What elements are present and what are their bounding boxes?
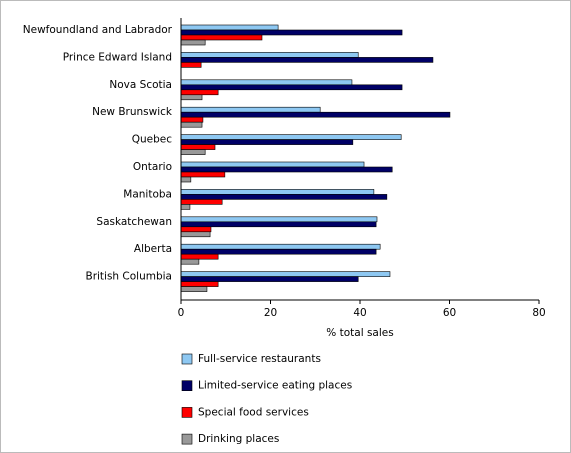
bar [180,94,203,101]
bar [180,189,375,195]
bar [180,39,206,46]
bar [180,57,434,63]
bar [180,139,354,145]
bar [180,221,377,228]
bar [180,171,226,178]
bar [180,116,204,123]
y-tick-label: Manitoba [123,188,172,200]
y-tick-label: Alberta [134,243,172,255]
bar [180,231,211,238]
bar [180,286,208,292]
legend-label: Special food services [198,406,309,418]
bar [180,166,393,173]
legend-swatch [181,380,193,392]
legend-swatch [181,407,193,418]
legend-swatch [181,353,193,365]
bar [180,144,216,150]
legend-swatch [181,433,193,445]
bar [180,34,263,41]
y-tick-label: Newfoundland and Labrador [23,24,173,36]
y-tick-label: Saskatchewan [96,216,172,228]
bar [180,271,391,277]
x-tick-label: 40 [353,307,366,319]
bar [180,194,388,200]
bar [180,62,202,68]
bar [180,106,321,113]
y-tick-label: Quebec [132,134,173,146]
y-tick-label: Prince Edward Island [63,51,172,63]
bar [180,29,403,36]
bar [180,176,192,183]
bar [180,121,203,128]
bar [180,276,359,282]
bar [180,79,353,86]
y-tick-label: Nova Scotia [109,79,172,91]
bar [180,281,219,287]
bar [180,161,365,168]
bar [180,204,191,210]
x-axis-title: % total sales [326,327,393,339]
y-tick-label: New Brunswick [92,106,173,118]
bar [180,199,223,205]
bar [180,134,402,140]
bar [180,253,219,260]
bar [180,89,219,96]
legend-label: Full-service restaurants [198,353,321,365]
bar [180,52,359,58]
bar [180,149,206,155]
legend-label: Drinking places [198,433,279,445]
x-tick-label: 20 [264,307,277,319]
legend-label: Limited-service eating places [198,380,352,392]
y-tick-label: Ontario [133,161,172,173]
y-tick-label: British Columbia [85,271,172,283]
bar [180,226,212,233]
bar [180,24,279,31]
bar [180,248,377,255]
x-tick-label: 0 [178,307,185,319]
x-tick-label: 80 [532,307,545,319]
bar [180,84,403,91]
bar [180,216,378,223]
bar [180,243,381,250]
x-tick-label: 60 [443,307,456,319]
bar [180,258,200,265]
bar [180,111,451,118]
